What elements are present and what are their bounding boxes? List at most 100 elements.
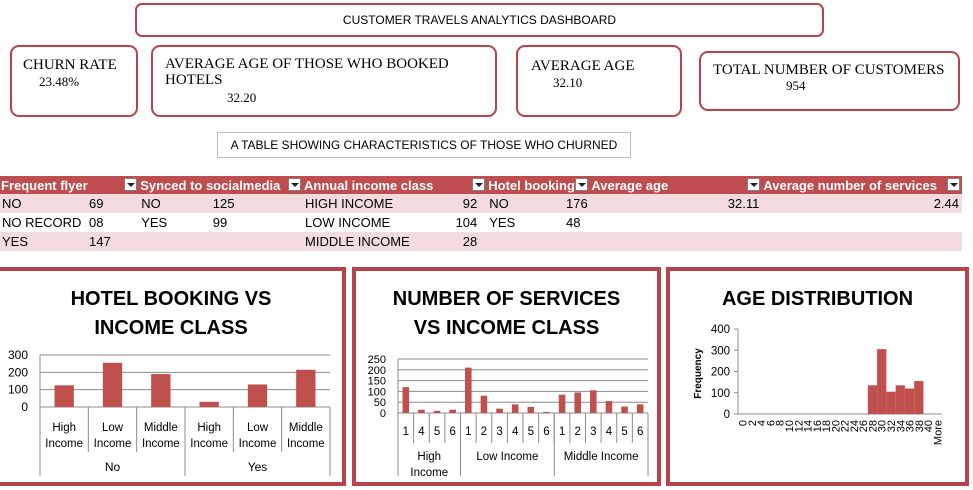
table-row: NO 69 NO 125 HIGH INCOME 92 NO 176 32.11…: [0, 194, 962, 213]
table-cell: [590, 232, 763, 251]
filter-dropdown-icon[interactable]: [472, 178, 486, 191]
table-cell: 2.44: [762, 194, 962, 213]
table-cell: 28: [451, 232, 488, 251]
x-tick-label: Middle: [144, 422, 178, 434]
kpi-churn-rate-label: CHURN RATE: [23, 57, 117, 73]
table-cell: 32.11: [590, 194, 763, 213]
kpi-avg-age: AVERAGE AGE 32.10: [516, 45, 682, 117]
filter-dropdown-icon[interactable]: [575, 178, 589, 191]
kpi-total-customers-label: TOTAL NUMBER OF CUSTOMERS: [713, 62, 945, 78]
bar: [247, 384, 268, 407]
kpi-churn-rate-value: 23.48%: [39, 74, 80, 89]
chart-title: NUMBER OF SERVICES VS INCOME CLASS: [356, 285, 657, 343]
x-tick-label: 32: [886, 420, 898, 432]
kpi-churn-rate: CHURN RATE 23.48%: [10, 45, 138, 117]
bar: [496, 408, 503, 413]
table-cell: [487, 232, 565, 251]
group-label: Low Income: [476, 451, 538, 463]
header-hotel-booking[interactable]: Hotel booking: [487, 176, 591, 194]
x-tick-label: 1: [465, 426, 471, 438]
table-caption: A TABLE SHOWING CHARACTERISTICS OF THOSE…: [217, 132, 631, 158]
x-tick-label: 8: [775, 420, 787, 426]
bar: [199, 401, 219, 407]
table-cell: NO RECORD: [0, 213, 88, 232]
x-tick-label: 34: [895, 420, 907, 432]
x-tick-label: 20: [830, 420, 842, 432]
y-tick-label: 300: [8, 348, 28, 362]
header-label: Average age: [591, 177, 669, 193]
table-cell: [564, 232, 591, 251]
header-frequent-flyer[interactable]: Frequent flyer: [0, 176, 140, 194]
bar: [621, 406, 628, 413]
x-tick-label: High: [197, 422, 221, 434]
x-tick-label: Income: [239, 438, 277, 450]
header-synced-social[interactable]: Synced to socialmedia: [139, 176, 303, 194]
header-income-class[interactable]: Annual income class: [303, 176, 488, 194]
y-tick-label: 150: [368, 376, 386, 388]
table-row: YES 147 MIDDLE INCOME 28: [0, 232, 962, 251]
filter-dropdown-icon[interactable]: [947, 178, 960, 191]
bar: [296, 369, 316, 407]
chart-panel-age: AGE DISTRIBUTION 0 100 200 300 400 Frequency 0…: [666, 267, 969, 486]
x-tick-label: 30: [877, 420, 889, 432]
x-tick-label: 6: [449, 426, 455, 438]
bar: [54, 385, 74, 407]
group-label: High: [417, 451, 441, 463]
header-label: Synced to socialmedia: [140, 177, 281, 193]
table-cell: 147: [87, 232, 140, 251]
bar: [877, 349, 887, 414]
chart-title: AGE DISTRIBUTION: [670, 285, 965, 314]
x-tick-label: 26: [858, 420, 870, 432]
table-cell: 176: [564, 194, 591, 213]
table-cell: NO: [0, 194, 88, 213]
table-header-row: Frequent flyer Synced to socialmedia Ann…: [0, 176, 962, 194]
table-cell: LOW INCOME: [303, 213, 452, 232]
header-average-services[interactable]: Average number of services: [762, 176, 962, 194]
x-tick-label: 40: [923, 420, 935, 432]
y-tick-label: 0: [21, 400, 28, 414]
filter-dropdown-icon[interactable]: [747, 178, 761, 191]
y-tick-label: 100: [711, 388, 730, 400]
x-tick-label: 2: [747, 420, 759, 426]
table-cell: [762, 213, 962, 232]
table-cell: YES: [0, 232, 88, 251]
x-tick-label: Income: [45, 438, 83, 450]
x-tick-label: Income: [142, 438, 180, 450]
x-tick-label: 16: [812, 420, 824, 432]
bar: [418, 409, 425, 413]
x-tick-label: 18: [821, 420, 833, 432]
x-tick-label: 36: [905, 420, 917, 432]
churn-characteristics-table: Frequent flyer Synced to socialmedia Ann…: [0, 176, 962, 251]
dashboard-title: CUSTOMER TRAVELS ANALYTICS DASHBOARD: [135, 3, 824, 37]
y-tick-label: 100: [368, 386, 386, 398]
x-tick-label: 2: [574, 426, 580, 438]
y-tick-label: 100: [8, 383, 28, 397]
x-tick-label: 22: [840, 420, 852, 432]
bar: [480, 395, 488, 413]
kpi-total-customers-value: 954: [786, 78, 806, 93]
bar: [449, 409, 456, 413]
kpi-avg-age-value: 32.10: [553, 75, 583, 90]
bar: [605, 401, 613, 413]
chart-title-line: NUMBER OF SERVICES: [392, 288, 621, 310]
x-tick-label: Income: [94, 438, 132, 450]
header-label: Frequent flyer: [1, 177, 88, 193]
filter-dropdown-icon[interactable]: [124, 178, 138, 191]
table-cell: HIGH INCOME: [303, 194, 452, 213]
table-cell: [207, 232, 303, 251]
x-tick-label: 0: [738, 420, 750, 426]
x-tick-label: Income: [190, 438, 228, 450]
x-tick-label: Low: [102, 422, 124, 434]
age-distribution-chart: 0100200300400Frequency024681012141618202…: [693, 324, 944, 445]
filter-dropdown-icon[interactable]: [288, 178, 301, 191]
x-tick-label: 14: [803, 420, 815, 432]
bar: [867, 385, 878, 414]
chart-panel-hotel-booking: HOTEL BOOKING VS INCOME CLASS 0 100 200 300 H…: [0, 267, 346, 486]
chart-panel-services: NUMBER OF SERVICES VS INCOME CLASS 0 50 100…: [352, 267, 661, 486]
header-average-age[interactable]: Average age: [590, 176, 763, 194]
kpi-avg-age-hotels-label: AVERAGE AGE OF THOSE WHO BOOKED HOTELS: [165, 56, 449, 88]
chart-title-line: HOTEL BOOKING VS: [70, 288, 272, 310]
table-cell: YES: [487, 213, 565, 232]
y-tick-label: 200: [368, 365, 386, 377]
table-cell: 08: [87, 213, 140, 232]
